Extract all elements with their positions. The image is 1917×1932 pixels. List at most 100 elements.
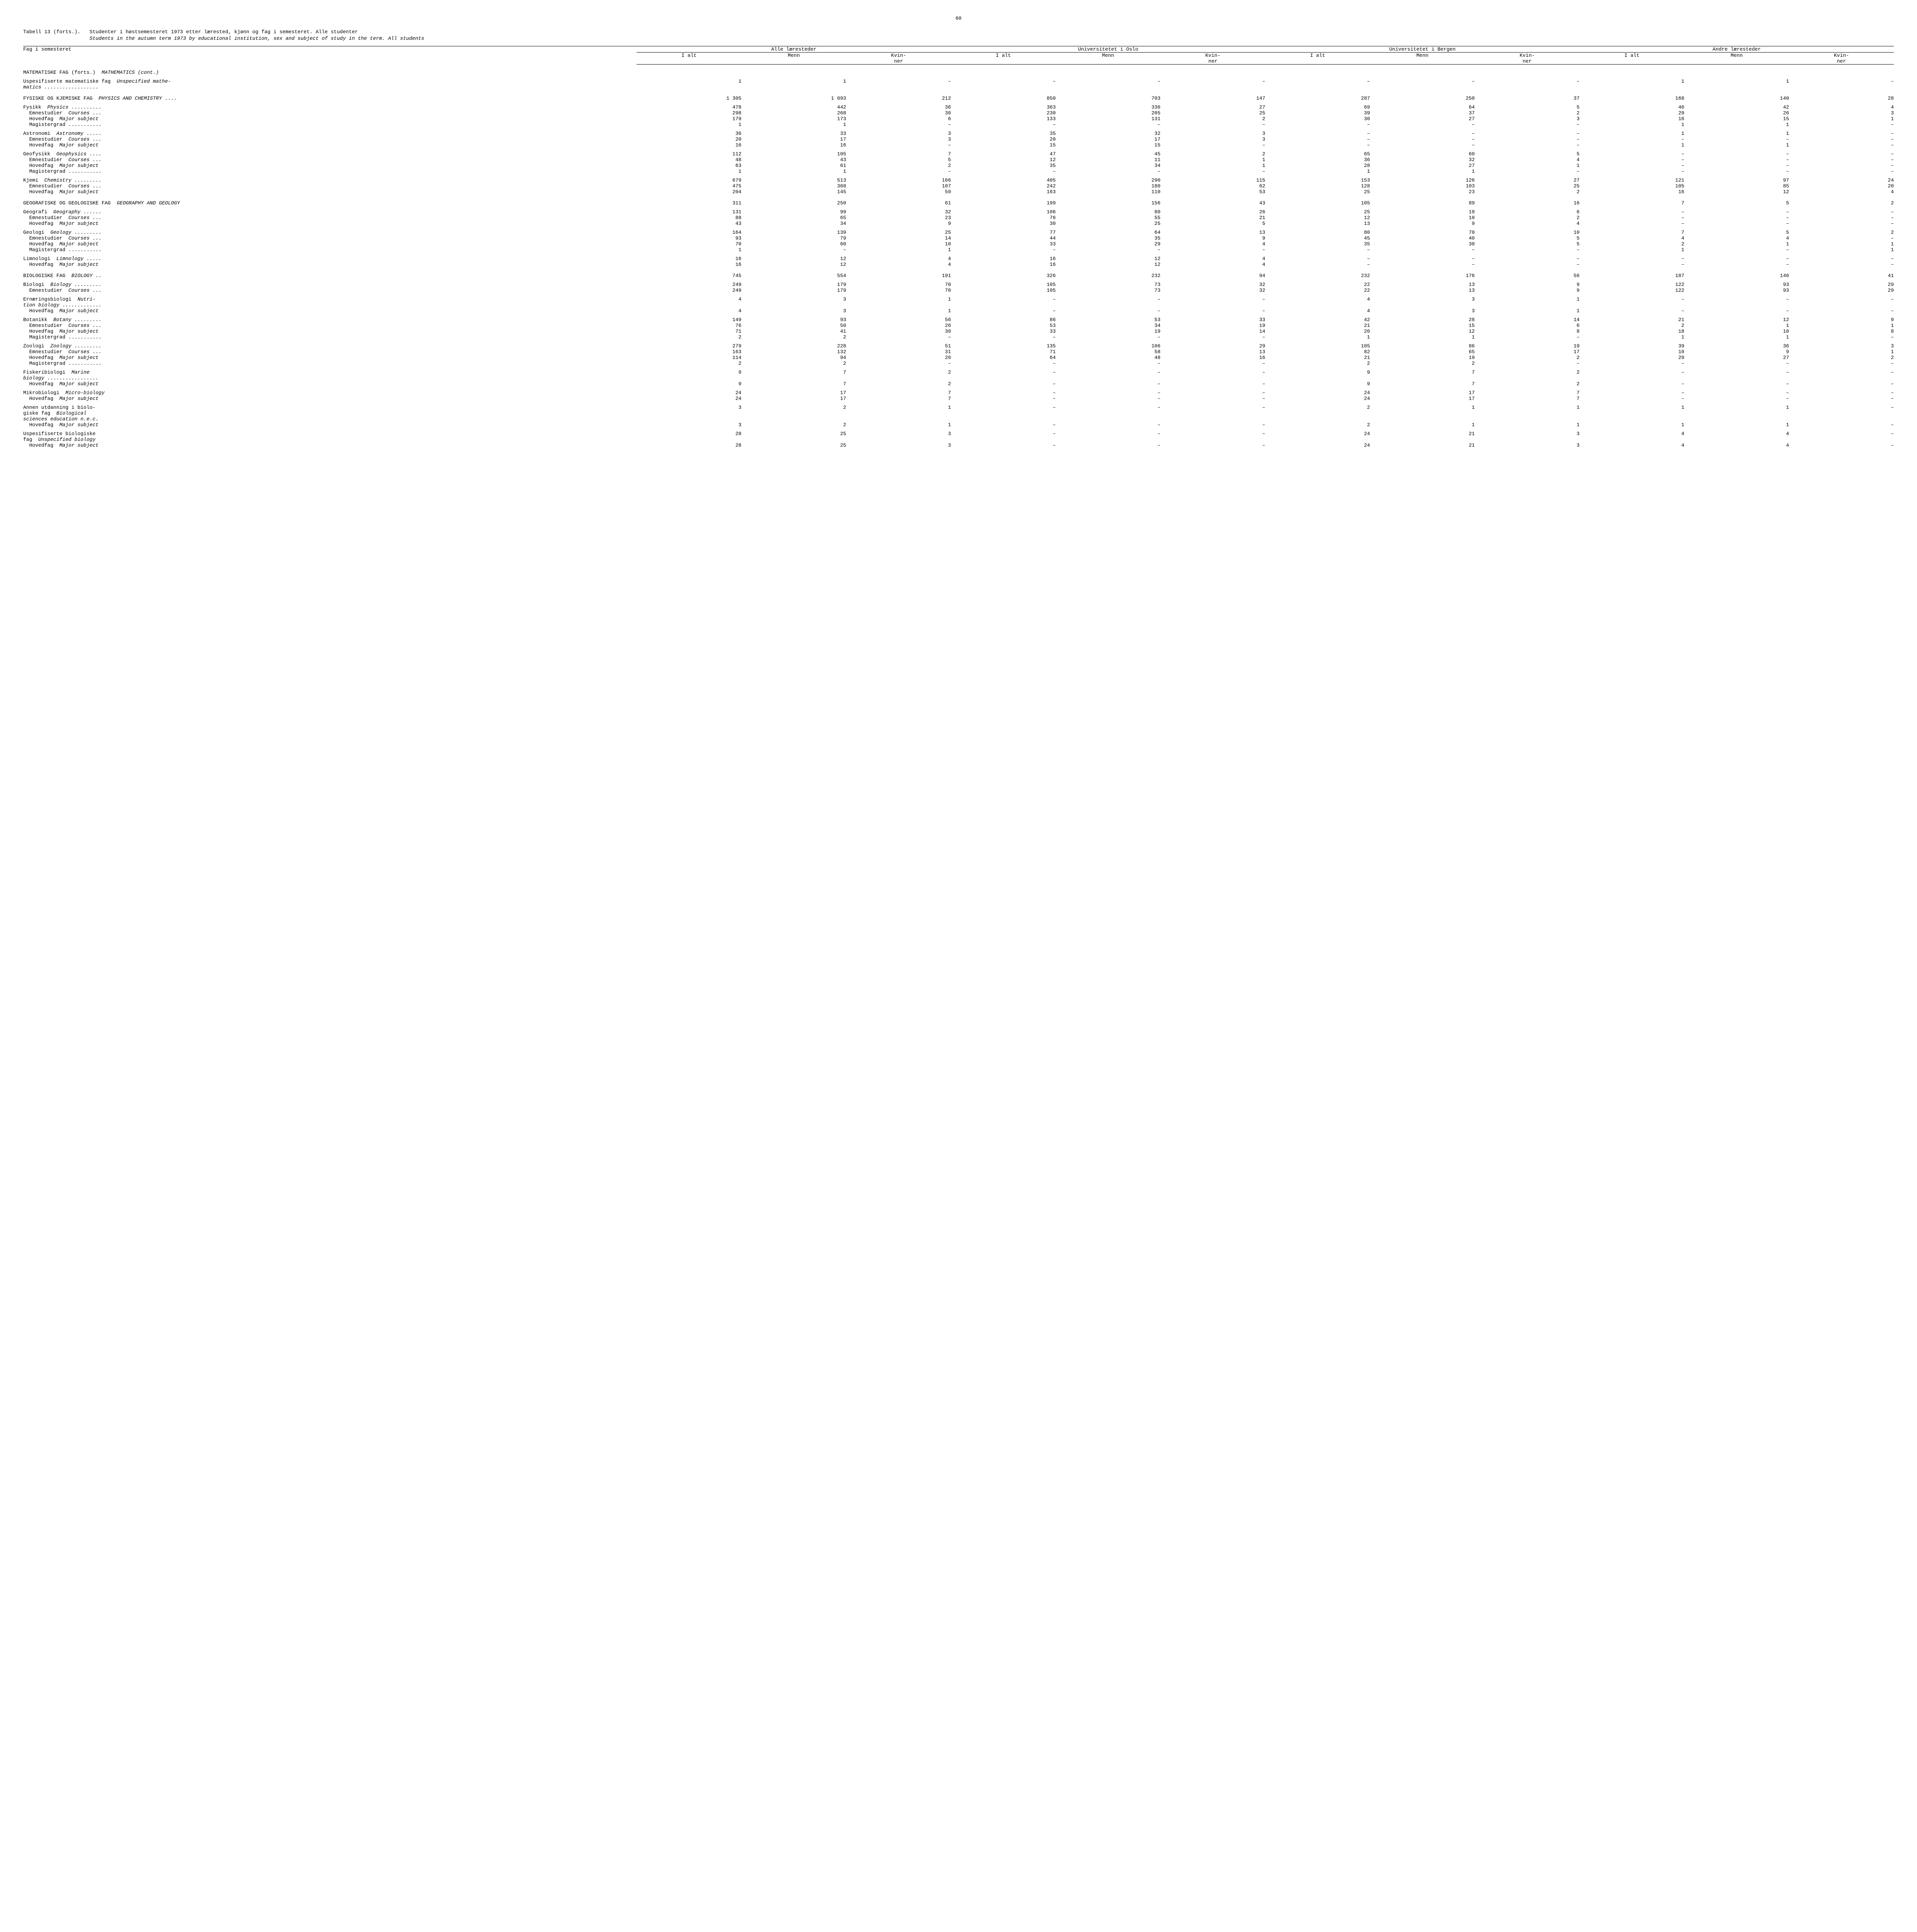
cell: – bbox=[1056, 122, 1161, 128]
table-row: Hovedfag Major subject636123534128271––– bbox=[23, 163, 1894, 168]
cell: – bbox=[846, 361, 951, 366]
cell: – bbox=[1684, 262, 1789, 267]
cell: 25 bbox=[741, 442, 846, 448]
cell: 25 bbox=[1056, 221, 1161, 226]
cell: – bbox=[1161, 122, 1265, 128]
cell: 17 bbox=[741, 387, 846, 396]
cell: 1 bbox=[637, 168, 741, 174]
cell: – bbox=[1056, 381, 1161, 387]
cell: 30 bbox=[1265, 116, 1370, 122]
cell: 20 bbox=[1789, 183, 1894, 189]
row-label: Hovedfag Major subject bbox=[23, 422, 637, 428]
cell: 25 bbox=[741, 428, 846, 442]
cell: – bbox=[1580, 221, 1684, 226]
row-label: Limnologi Limnology ..... bbox=[23, 253, 637, 262]
cell: 1 bbox=[1789, 323, 1894, 328]
cell: 4 bbox=[1580, 442, 1684, 448]
cell: 4 bbox=[1580, 428, 1684, 442]
cell bbox=[637, 64, 741, 75]
cell: – bbox=[951, 396, 1056, 401]
cell: 7 bbox=[1580, 226, 1684, 235]
cell: 250 bbox=[1370, 90, 1475, 101]
cell: 4 bbox=[1684, 442, 1789, 448]
cell: 15 bbox=[1684, 116, 1789, 122]
cell: 51 bbox=[846, 340, 951, 349]
cell: 18 bbox=[1580, 328, 1684, 334]
cell: – bbox=[1056, 293, 1161, 308]
row-label: FYSISKE OG KJEMISKE FAG PHYSICS AND CHEM… bbox=[23, 90, 637, 101]
cell: 7 bbox=[1475, 396, 1580, 401]
cell: 7 bbox=[741, 381, 846, 387]
cell: 3 bbox=[1789, 110, 1894, 116]
table-caption: Tabell 13 (forts.). Studenter i høstseme… bbox=[23, 29, 1894, 42]
cell: 48 bbox=[637, 157, 741, 163]
cell bbox=[1684, 64, 1789, 75]
row-label: Hovedfag Major subject bbox=[23, 262, 637, 267]
cell: 2 bbox=[741, 401, 846, 422]
cell: – bbox=[1161, 75, 1265, 90]
cell: 679 bbox=[637, 174, 741, 183]
cell: 311 bbox=[637, 195, 741, 206]
cell: 86 bbox=[1370, 340, 1475, 349]
caption-main: Studenter i høstsemesteret 1973 etter læ… bbox=[90, 29, 358, 35]
row-label: Uspesifiserte biologiske fag Unspecified… bbox=[23, 428, 637, 442]
cell: – bbox=[1475, 136, 1580, 142]
cell: 32 bbox=[1161, 279, 1265, 287]
table-row: BIOLOGISKE FAG BIOLOGY ..745554191326232… bbox=[23, 267, 1894, 279]
cell: – bbox=[1056, 428, 1161, 442]
cell: 22 bbox=[1265, 279, 1370, 287]
cell: 1 bbox=[1265, 168, 1370, 174]
cell: 1 305 bbox=[637, 90, 741, 101]
cell: 3 bbox=[637, 401, 741, 422]
cell: 40 bbox=[1370, 235, 1475, 241]
cell: – bbox=[1056, 442, 1161, 448]
table-row: Magistergrad ...........22––––11–11– bbox=[23, 334, 1894, 340]
cell: 82 bbox=[1265, 349, 1370, 355]
header-sub: I alt bbox=[951, 52, 1056, 64]
cell: 2 bbox=[1265, 401, 1370, 422]
table-header: Fag i semesteret Alle læresteder Univers… bbox=[23, 46, 1894, 64]
cell: 24 bbox=[1265, 442, 1370, 448]
cell: 25 bbox=[1475, 183, 1580, 189]
cell: 9 bbox=[1370, 221, 1475, 226]
cell: 106 bbox=[1056, 340, 1161, 349]
cell: 179 bbox=[741, 287, 846, 293]
header-sub: Menn bbox=[1684, 52, 1789, 64]
cell: 242 bbox=[951, 183, 1056, 189]
cell: 5 bbox=[1161, 221, 1265, 226]
cell: 48 bbox=[1056, 355, 1161, 361]
cell: 5 bbox=[1475, 241, 1580, 247]
cell: 105 bbox=[1265, 340, 1370, 349]
cell: 30 bbox=[846, 110, 951, 116]
cell: 1 bbox=[1789, 247, 1894, 253]
cell: 14 bbox=[1161, 328, 1265, 334]
cell: – bbox=[951, 442, 1056, 448]
table-row: Emnestudier Courses ...93791444359454054… bbox=[23, 235, 1894, 241]
cell: 1 bbox=[1370, 168, 1475, 174]
cell: – bbox=[1161, 396, 1265, 401]
row-label: Hovedfag Major subject bbox=[23, 355, 637, 361]
cell: – bbox=[1161, 308, 1265, 314]
cell: 65 bbox=[1265, 148, 1370, 157]
cell: 298 bbox=[637, 110, 741, 116]
cell: 1 bbox=[1161, 157, 1265, 163]
table-row: Annen utdanning i biolo- giske fag Biolo… bbox=[23, 401, 1894, 422]
row-label: Biologi Biology ......... bbox=[23, 279, 637, 287]
cell: 180 bbox=[1056, 183, 1161, 189]
cell: 163 bbox=[951, 189, 1056, 195]
cell: 55 bbox=[1056, 215, 1161, 221]
cell: – bbox=[1056, 168, 1161, 174]
row-label: Hovedfag Major subject bbox=[23, 116, 637, 122]
cell: 703 bbox=[1056, 90, 1161, 101]
cell: 46 bbox=[1580, 101, 1684, 110]
table-row: Hovedfag Major subject706010332943530521… bbox=[23, 241, 1894, 247]
cell: 2 bbox=[1789, 195, 1894, 206]
cell: 13 bbox=[1370, 279, 1475, 287]
cell: – bbox=[1789, 396, 1894, 401]
cell: 29 bbox=[1789, 279, 1894, 287]
header-sub: Menn bbox=[741, 52, 846, 64]
row-label: Emnestudier Courses ... bbox=[23, 110, 637, 116]
cell: – bbox=[1684, 381, 1789, 387]
cell: 4 bbox=[1265, 293, 1370, 308]
cell: 21 bbox=[1161, 215, 1265, 221]
